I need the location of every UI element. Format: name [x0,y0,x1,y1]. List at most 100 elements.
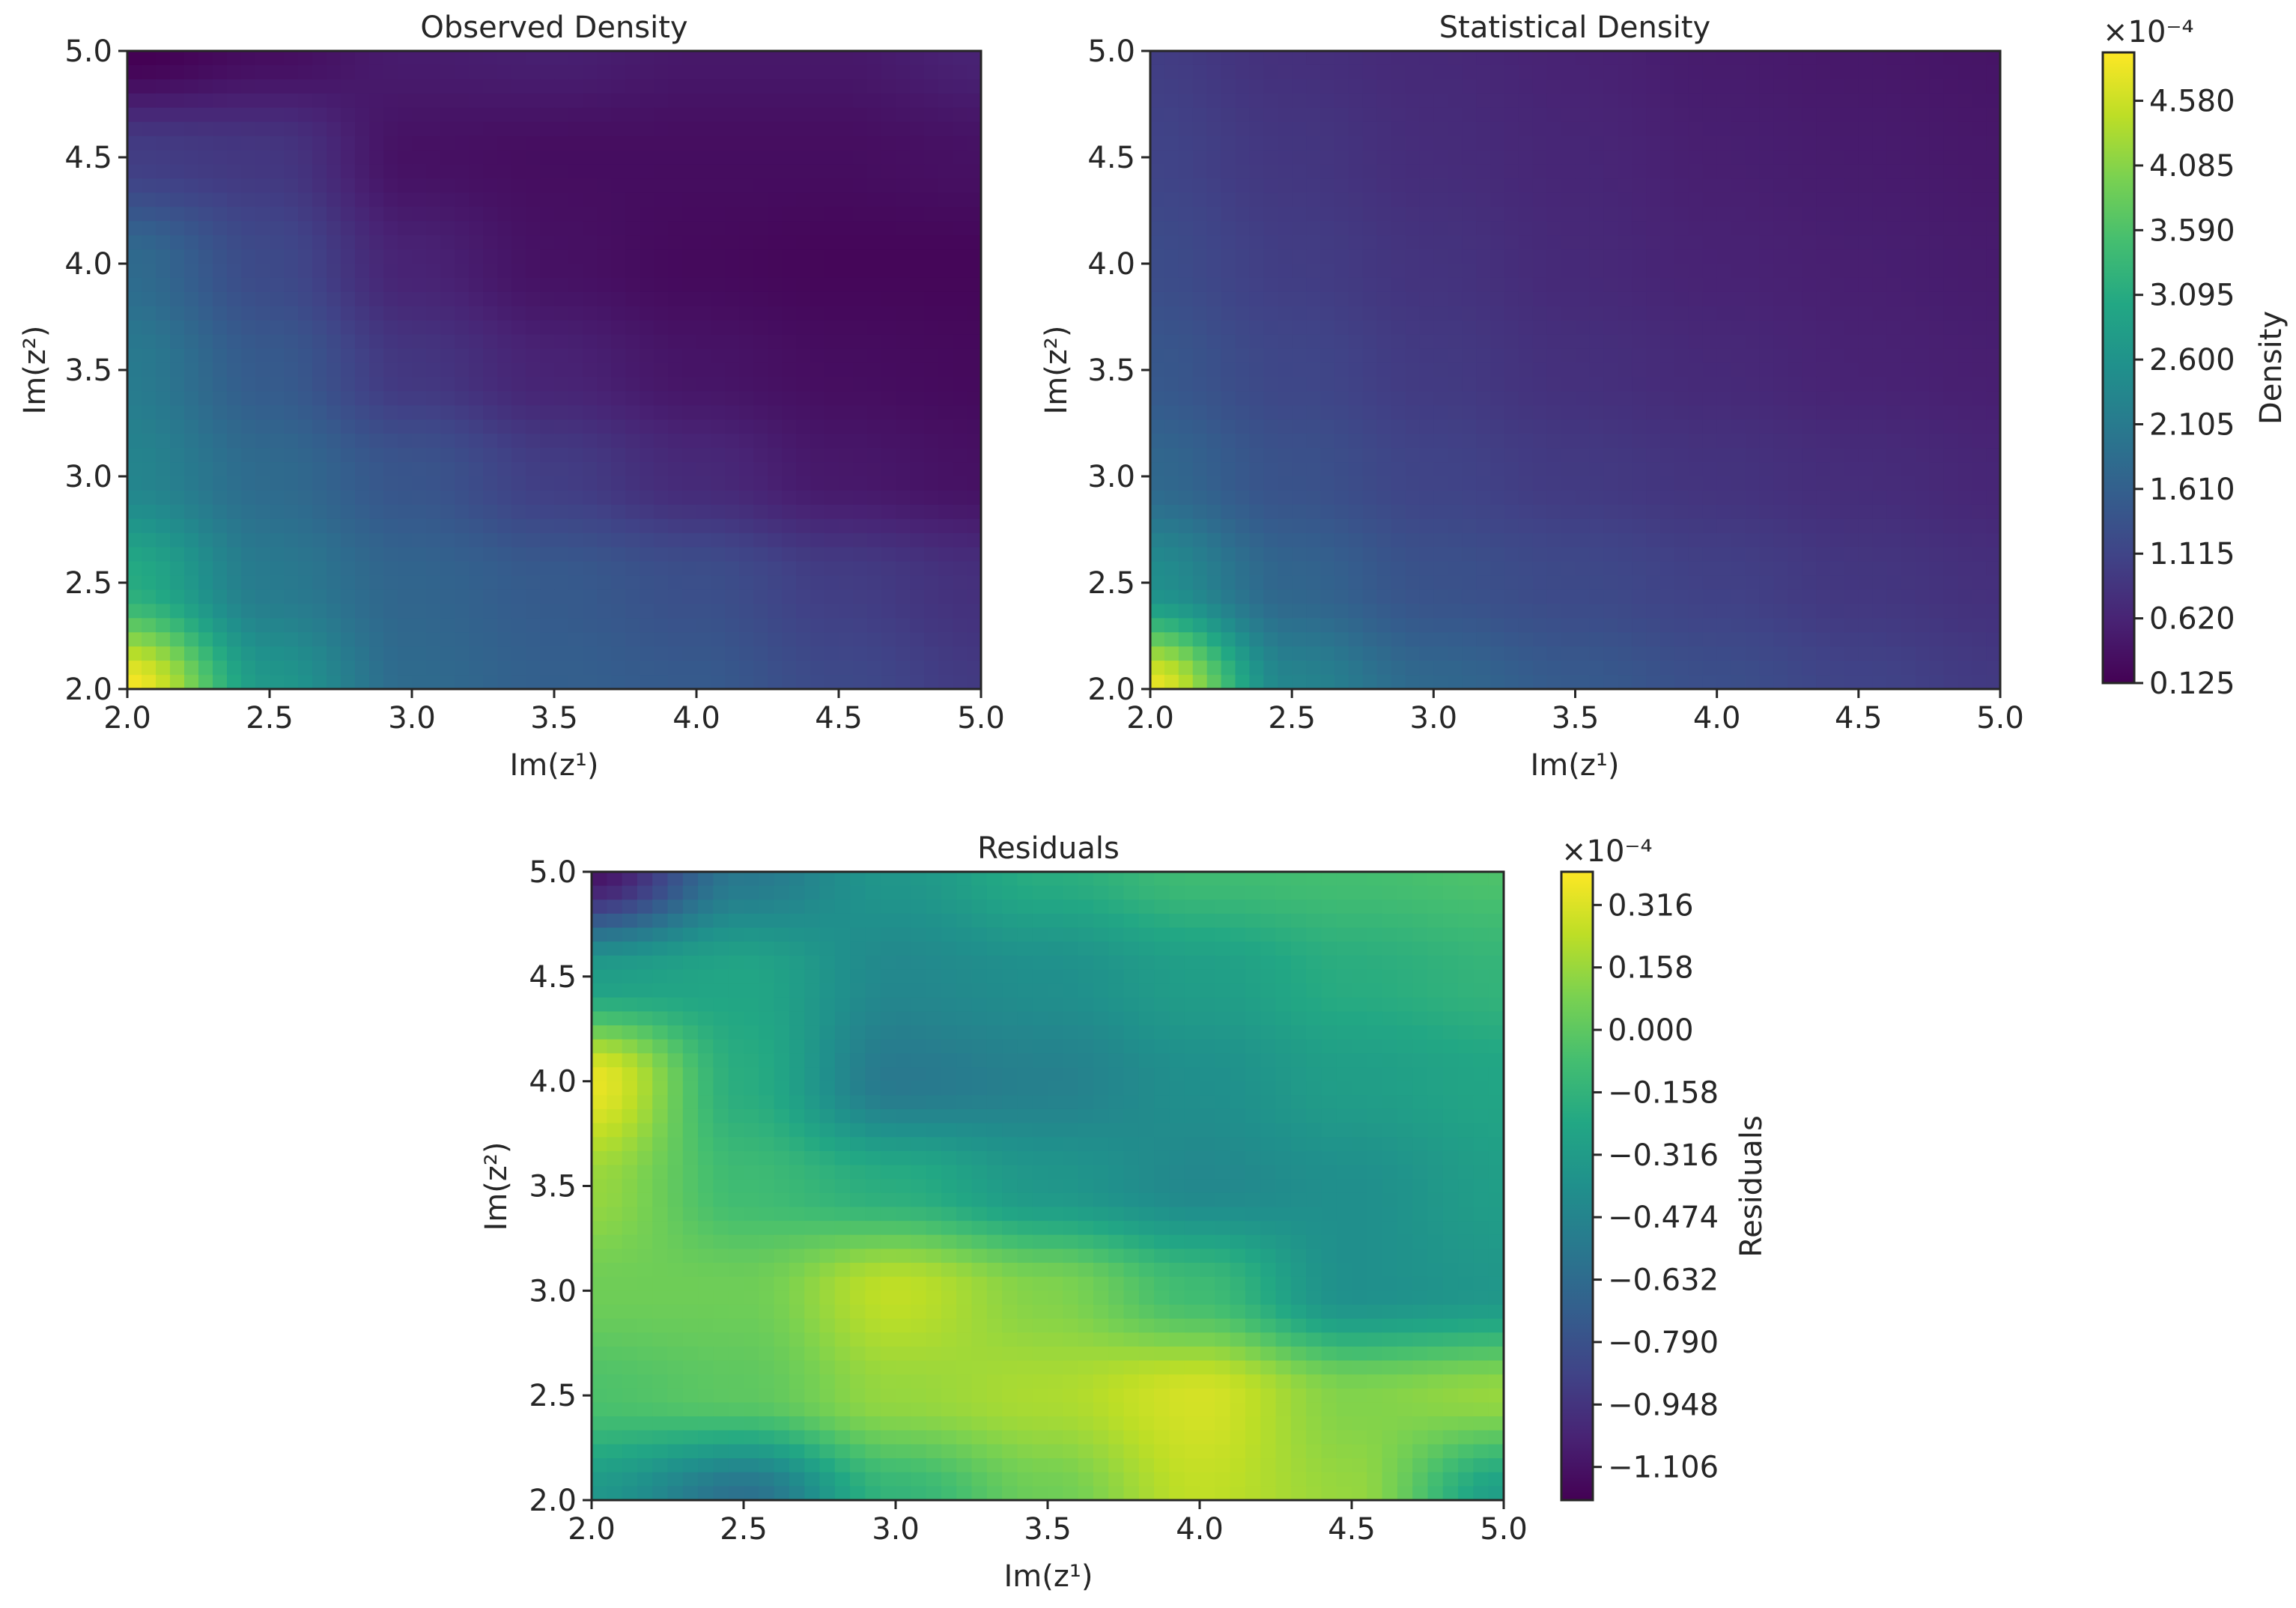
statistical-density-cell [1334,462,1349,477]
observed-density-cell [170,291,185,307]
observed-density-cell [711,448,726,463]
statistical-density-cell [1872,79,1888,94]
statistical-density-cell [1830,121,1845,137]
observed-density-cell [668,306,683,321]
observed-density-cell [782,604,797,619]
statistical-density-cell [1504,79,1519,94]
observed-density-cell [640,589,655,604]
statistical-density-cell [1943,51,1958,66]
statistical-density-cell [1872,362,1888,378]
observed-density-cell [426,64,441,80]
observed-density-cell [753,334,768,350]
statistical-density-cell [1575,533,1591,548]
observed-density-cell [469,235,484,250]
statistical-density-cell [1603,533,1618,548]
observed-density-cell [953,377,968,392]
observed-density-cell [611,391,626,406]
statistical-density-cell [1844,547,1859,562]
observed-density-cell [810,604,825,619]
observed-density-cell [198,391,213,406]
statistical-density-cell [1376,533,1392,548]
observed-density-cell [327,462,341,477]
observed-density-cell [440,419,455,434]
statistical-density-cell [1958,150,1972,166]
observed-density-cell [796,419,811,434]
statistical-density-cell [1858,164,1874,179]
observed-density-cell [483,504,498,520]
statistical-density-cell [1405,448,1421,463]
observed-density-cell [255,377,270,392]
observed-density-cell [711,348,726,364]
observed-density-cell [511,377,526,392]
statistical-density-cell [1150,362,1165,378]
statistical-density-cell [1972,291,1987,307]
observed-density-cell [739,391,754,406]
statistical-density-cell [1518,476,1534,491]
statistical-density-cell [1362,462,1378,477]
observed-density-cell [184,518,199,534]
observed-density-cell [383,107,398,123]
observed-density-cell [967,306,982,321]
statistical-density-cell [1490,164,1505,179]
observed-density-cell [511,107,526,123]
statistical-density-cell [1192,221,1208,236]
statistical-density-cell [1972,51,1987,66]
observed-density-cell [327,419,341,434]
statistical-density-cell [1561,277,1576,293]
observed-density-cell [583,348,598,364]
observed-density-cell [511,348,526,364]
statistical-density-cell [1448,51,1463,66]
statistical-density-cell [1858,121,1874,137]
observed-density-cell [127,533,142,548]
observed-density-cell [896,462,911,477]
observed-density-cell [739,64,754,80]
observed-density-cell [540,547,555,562]
observed-density-cell [711,207,726,222]
statistical-density-cell [1376,150,1392,166]
statistical-density-cell [1334,207,1349,222]
statistical-density-cell [1532,121,1548,137]
statistical-density-cell [1844,348,1859,364]
observed-density-cell [184,306,199,321]
observed-density-cell [668,178,683,193]
statistical-density-cell [1731,377,1746,392]
statistical-density-cell [1306,419,1321,434]
observed-density-cell [611,405,626,420]
observed-density-cell [853,93,868,109]
statistical-density-cell [1476,178,1491,193]
observed-density-cell [440,121,455,137]
observed-density-cell [753,391,768,406]
observed-density-cell [896,348,911,364]
observed-density-cell [426,419,441,434]
statistical-density-cell [1419,136,1434,151]
observed-density-cell [597,306,612,321]
statistical-density-cell [1164,79,1179,94]
observed-density-cell [568,150,583,166]
observed-density-cell [654,192,669,207]
statistical-density-cell [1263,561,1278,577]
observed-density-cell [839,547,854,562]
statistical-density-cell [1249,121,1264,137]
statistical-density-cell [1802,164,1817,179]
observed-density-cell [142,618,157,633]
observed-density-cell [625,661,640,676]
observed-density-cell [782,618,797,633]
statistical-density-cell [1150,249,1165,264]
statistical-density-cell [1532,348,1548,364]
statistical-density-cell [1618,462,1633,477]
observed-density-cell [668,575,683,591]
statistical-density-cell [1263,391,1278,406]
statistical-density-cell [1660,448,1675,463]
statistical-density-cell [1886,504,1902,520]
observed-density-cell [938,661,953,676]
observed-density-cell [896,518,911,534]
observed-density-cell [753,518,768,534]
statistical-density-cell [1646,150,1661,166]
statistical-density-cell [1688,547,1704,562]
observed-density-cell [255,661,270,676]
observed-density-cell [810,178,825,193]
observed-density-cell [753,348,768,364]
observed-density-cell [625,164,640,179]
statistical-density-cell [1618,448,1633,463]
statistical-density-cell [1745,405,1761,420]
